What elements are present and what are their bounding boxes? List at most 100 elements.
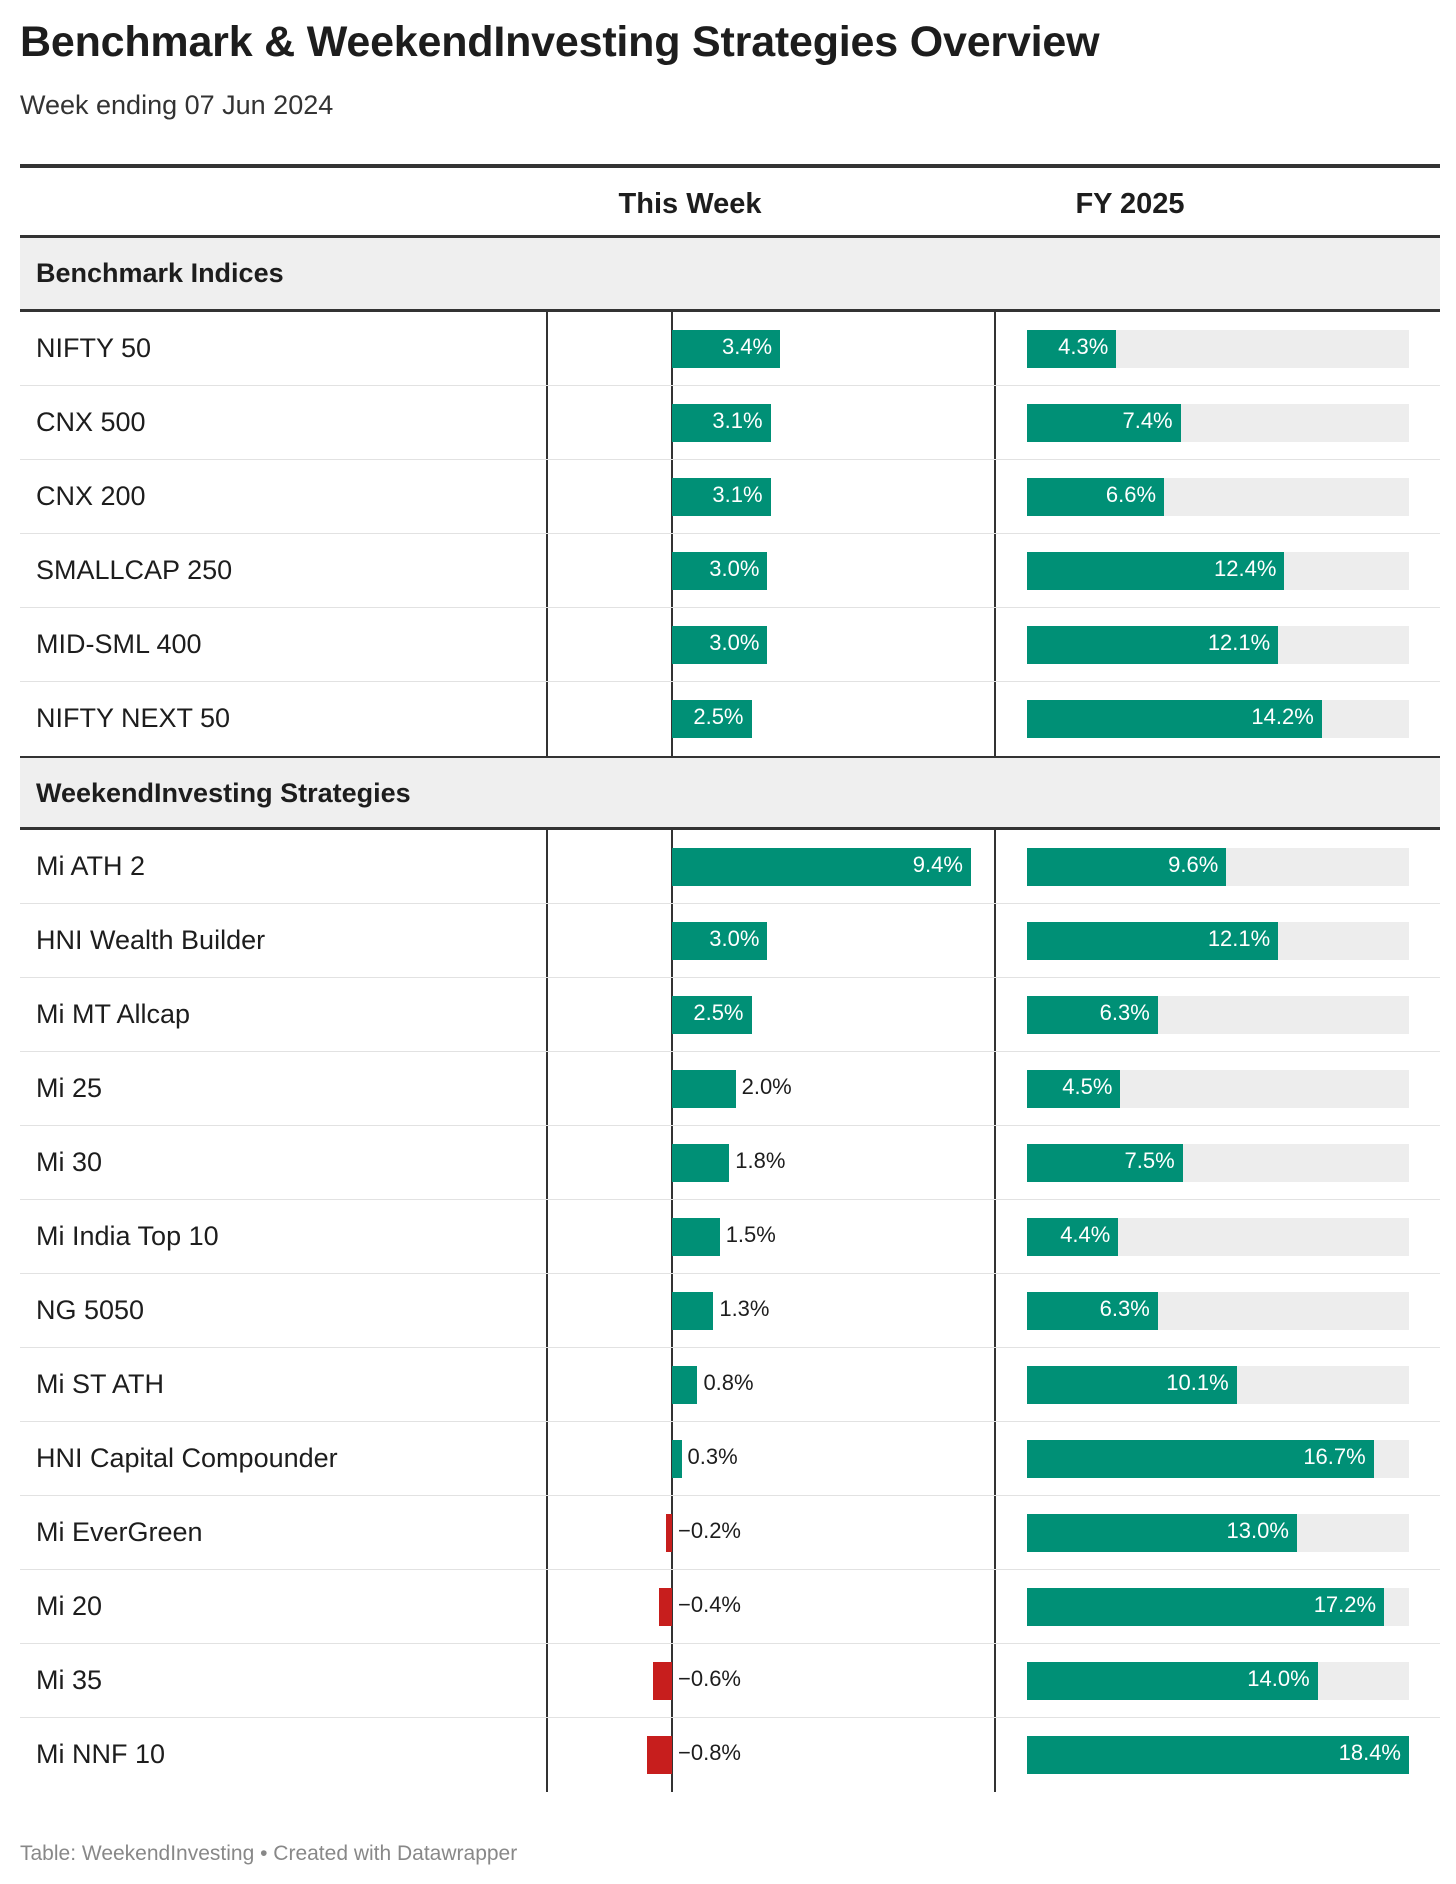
page-subtitle: Week ending 07 Jun 2024: [20, 90, 334, 120]
column-separator: [994, 904, 996, 977]
fy-2025-value: 4.4%: [1060, 1222, 1111, 1247]
column-separator: [546, 1200, 548, 1273]
fy-2025-bar: [1027, 404, 1181, 442]
table-row: Mi India Top 10 1.5% 4.4%: [20, 1200, 1440, 1274]
fy-2025-bar: [1027, 922, 1279, 960]
column-separator: [546, 904, 548, 977]
row-label: Mi 30: [36, 1147, 103, 1177]
column-separator: [994, 830, 996, 903]
this-week-value: 1.8%: [735, 1148, 786, 1173]
fy-2025-value: 14.0%: [1247, 1666, 1310, 1691]
row-label: CNX 500: [36, 407, 146, 437]
column-separator: [994, 1126, 996, 1199]
table-row: Mi MT Allcap 2.5% 6.3%: [20, 978, 1440, 1052]
fy-2025-value: 12.1%: [1207, 926, 1271, 951]
this-week-value: 2.0%: [741, 1074, 792, 1099]
fy-2025-bar: [1027, 1662, 1318, 1700]
column-separator: [546, 1570, 548, 1643]
column-separator: [546, 534, 548, 607]
fy-2025-bar: [1027, 478, 1165, 516]
column-separator: [994, 534, 996, 607]
fy-2025-bar: [1027, 1736, 1409, 1774]
this-week-bar: [672, 1366, 698, 1404]
table-row: SMALLCAP 250 3.0% 12.4%: [20, 534, 1440, 608]
this-week-bar: [672, 996, 752, 1034]
column-separator: [994, 978, 996, 1051]
this-week-bar: [672, 1440, 682, 1478]
fy-2025-value: 18.4%: [1338, 1740, 1401, 1765]
this-week-value: 3.4%: [721, 334, 773, 359]
fy-2025-value: 7.4%: [1122, 408, 1173, 433]
column-separator: [546, 1496, 548, 1569]
column-separator: [994, 1496, 996, 1569]
column-separator: [546, 460, 548, 533]
column-separator: [994, 1718, 996, 1792]
table-row: CNX 200 3.1% 6.6%: [20, 460, 1440, 534]
column-separator: [994, 1644, 996, 1717]
this-week-bar: [646, 1736, 672, 1774]
column-separator: [994, 1052, 996, 1125]
fy-2025-value: 16.7%: [1303, 1444, 1366, 1469]
this-week-zero-axis: [671, 1496, 673, 1569]
row-label: HNI Wealth Builder: [36, 925, 266, 955]
this-week-bar: [652, 1662, 672, 1700]
column-separator: [994, 386, 996, 459]
table-row: Mi ST ATH 0.8% 10.1%: [20, 1348, 1440, 1422]
fy-2025-bar: [1027, 1588, 1385, 1626]
column-separator: [994, 1274, 996, 1347]
table-row: Mi 35 −0.6% 14.0%: [20, 1644, 1440, 1718]
column-separator: [546, 830, 548, 903]
row-label: HNI Capital Compounder: [36, 1443, 338, 1473]
fy-2025-value: 13.0%: [1226, 1518, 1289, 1543]
this-week-value: −0.4%: [678, 1592, 741, 1617]
this-week-zero-axis: [671, 1718, 673, 1792]
column-separator: [994, 1348, 996, 1421]
table-row: Mi 25 2.0% 4.5%: [20, 1052, 1440, 1126]
column-separator: [546, 1718, 548, 1792]
table-row: HNI Wealth Builder 3.0% 12.1%: [20, 904, 1440, 978]
this-week-bar: [672, 700, 752, 738]
group-header-row: WeekendInvesting Strategies: [20, 756, 1440, 830]
group-label: Benchmark Indices: [36, 258, 284, 288]
fy-2025-bar: [1027, 700, 1322, 738]
this-week-bar: [672, 478, 771, 516]
this-week-value: 0.8%: [703, 1370, 754, 1395]
this-week-bar: [672, 626, 768, 664]
this-week-value: −0.2%: [678, 1518, 741, 1543]
row-label: Mi India Top 10: [36, 1221, 219, 1251]
fy-2025-bar: [1027, 330, 1117, 368]
column-separator: [546, 978, 548, 1051]
column-separator: [994, 608, 996, 681]
column-separator: [994, 312, 996, 385]
this-week-bar: [672, 1292, 714, 1330]
table-row: HNI Capital Compounder 0.3% 16.7%: [20, 1422, 1440, 1496]
table-header: This Week FY 2025: [20, 164, 1440, 238]
column-separator: [994, 460, 996, 533]
source-footer: Table: WeekendInvesting • Created with D…: [20, 1842, 518, 1865]
fy-2025-value: 4.3%: [1058, 334, 1109, 359]
row-label: CNX 200: [36, 481, 146, 511]
this-week-value: 3.0%: [709, 630, 760, 655]
column-separator: [994, 1422, 996, 1495]
fy-2025-bar: [1027, 1144, 1183, 1182]
fy-2025-bar: [1027, 1514, 1297, 1552]
table-row: CNX 500 3.1% 7.4%: [20, 386, 1440, 460]
column-separator: [546, 312, 548, 385]
column-separator: [994, 1570, 996, 1643]
this-week-value: 3.0%: [709, 926, 760, 951]
column-header-fy-2025: FY 2025: [1075, 188, 1185, 220]
fy-2025-value: 9.6%: [1168, 852, 1219, 877]
fy-2025-value: 12.4%: [1214, 556, 1277, 581]
row-label: Mi ATH 2: [36, 851, 146, 881]
fy-2025-bar: [1027, 552, 1285, 590]
table-row: MID-SML 400 3.0% 12.1%: [20, 608, 1440, 682]
row-label: Mi ST ATH: [36, 1369, 165, 1399]
this-week-value: 2.5%: [693, 1000, 744, 1025]
this-week-zero-axis: [671, 1644, 673, 1717]
row-label: Mi MT Allcap: [36, 999, 191, 1029]
fy-2025-value: 12.1%: [1207, 630, 1271, 655]
row-label: NIFTY NEXT 50: [36, 703, 231, 733]
data-table: This Week FY 2025 Benchmark Indices NIFTY…: [20, 164, 1440, 1792]
this-week-value: 2.5%: [693, 704, 744, 729]
row-label: Mi 20: [36, 1591, 103, 1621]
